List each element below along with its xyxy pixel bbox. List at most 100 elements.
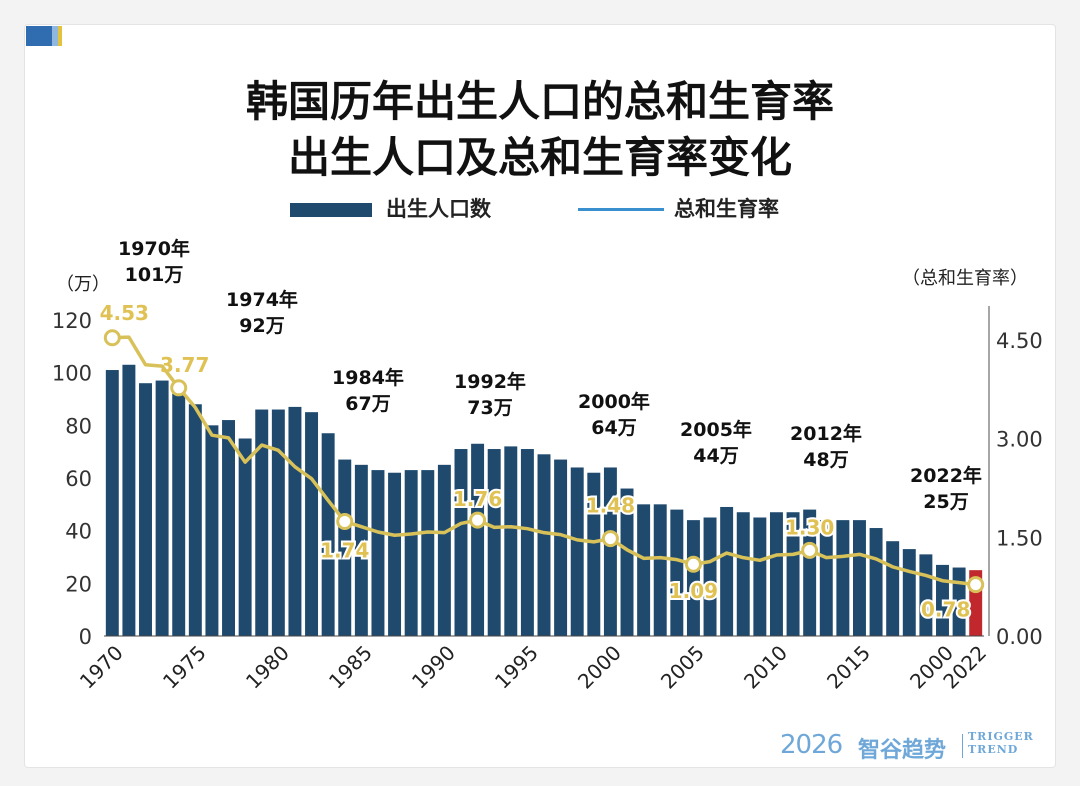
bar (471, 443, 485, 636)
bar (753, 517, 767, 636)
bar (437, 464, 451, 636)
bar (288, 406, 302, 636)
bar (421, 470, 435, 636)
right-tick-label: 3.00 (996, 428, 1043, 452)
legend-bar-swatch (290, 203, 372, 217)
bar (703, 517, 717, 636)
birth-annotation-value: 48万 (803, 449, 848, 471)
birth-annotation-value: 67万 (345, 393, 390, 415)
bar (603, 467, 617, 636)
legend-line-swatch (578, 208, 664, 211)
bar (388, 472, 402, 636)
left-tick-label: 40 (65, 520, 92, 544)
bar (338, 459, 352, 636)
bar (852, 520, 866, 636)
birth-annotation-value: 101万 (125, 264, 184, 286)
bar (786, 512, 800, 636)
x-tick-label: 2000 (573, 641, 626, 694)
bar (819, 520, 833, 636)
fertility-marker (967, 576, 985, 594)
fertility-marker (801, 541, 819, 559)
fertility-label: 1.76 (453, 487, 502, 511)
left-tick-label: 80 (65, 414, 92, 438)
left-tick-label: 120 (52, 309, 92, 333)
fertility-label: 1.74 (320, 538, 369, 562)
fertility-label: 1.09 (669, 579, 718, 603)
bar (869, 528, 883, 636)
brand-english: TRIGGER TREND (968, 730, 1034, 756)
birth-annotation-value: 25万 (923, 491, 968, 513)
bar (520, 449, 534, 636)
birth-annotation-year: 1974年 (226, 288, 298, 311)
left-tick-label: 100 (52, 362, 92, 386)
fertility-label: 1.30 (785, 515, 834, 539)
right-tick-label: 0.00 (996, 625, 1043, 649)
fertility-label: 0.78 (921, 598, 970, 622)
birth-annotation-value: 64万 (591, 417, 636, 439)
bar (587, 472, 601, 636)
birth-annotation-year: 1992年 (454, 370, 526, 393)
fertility-marker (336, 512, 354, 530)
bar (205, 425, 219, 636)
fertility-marker (103, 329, 121, 347)
bar (504, 446, 518, 636)
birth-annotation-value: 73万 (467, 397, 512, 419)
fertility-line (112, 335, 976, 587)
fertility-marker (684, 555, 702, 573)
bar (919, 554, 933, 636)
bar (886, 541, 900, 636)
bar (620, 488, 634, 636)
birth-annotation-year: 2000年 (578, 390, 650, 413)
bar (487, 449, 501, 636)
bar (554, 459, 568, 636)
bar (271, 409, 285, 636)
bar (736, 512, 750, 636)
bar (105, 370, 119, 636)
bar (537, 454, 551, 636)
fertility-label: 4.53 (100, 301, 149, 325)
bar (637, 504, 651, 636)
fertility-label: 3.77 (160, 353, 209, 377)
x-tick-label: 2005 (656, 641, 709, 694)
legend-bar-label: 出生人口数 (386, 197, 491, 221)
birth-annotation-value: 44万 (693, 445, 738, 467)
bar (803, 509, 817, 636)
right-axis-unit: （总和生育率） (902, 268, 1028, 289)
fertility-label: 1.48 (586, 494, 635, 518)
bar (670, 509, 684, 636)
x-tick-label: 1990 (407, 641, 460, 694)
chart-subtitle: 出生人口及总和生育率变化 (287, 133, 792, 182)
bar (122, 364, 136, 636)
birth-annotation-year: 1984年 (332, 366, 404, 389)
left-tick-label: 20 (65, 572, 92, 596)
birth-annotation-year: 2022年 (910, 464, 982, 487)
birth-annotation-year: 2005年 (680, 418, 752, 441)
left-tick-label: 0 (79, 625, 92, 649)
bar (686, 520, 700, 636)
birth-annotation-year: 1970年 (118, 237, 190, 260)
chart-card (24, 24, 1056, 768)
x-tick-label: 1985 (324, 641, 377, 694)
left-tick-label: 60 (65, 467, 92, 491)
bar (255, 409, 269, 636)
right-tick-label: 1.50 (996, 526, 1043, 550)
bar (172, 393, 186, 636)
bar (305, 412, 319, 636)
fertility-marker (601, 530, 619, 548)
bar (653, 504, 667, 636)
birth-annotation-value: 92万 (239, 315, 284, 337)
bar (139, 383, 152, 636)
x-tick-label: 1975 (158, 641, 211, 694)
bar (222, 420, 236, 636)
fertility-marker (170, 379, 188, 397)
bar (188, 404, 202, 636)
x-tick-label: 1980 (241, 641, 294, 694)
chart-title: 韩国历年出生人口的总和生育率 (245, 77, 834, 126)
bar (454, 449, 468, 636)
bar (836, 520, 850, 636)
bar (354, 464, 368, 636)
brand-year: 2026 (780, 730, 843, 760)
x-tick-label: 2010 (739, 641, 792, 694)
left-axis-unit: （万） (56, 274, 110, 295)
